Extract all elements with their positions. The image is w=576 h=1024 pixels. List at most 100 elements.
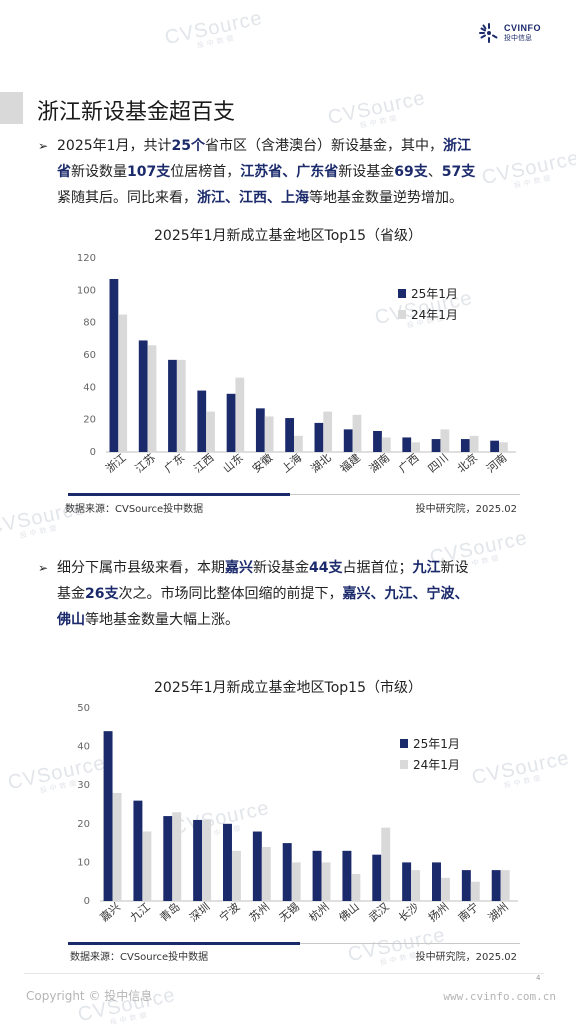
bar-current bbox=[168, 359, 177, 452]
legend-label: 24年1月 bbox=[413, 758, 460, 772]
bar-current bbox=[490, 440, 500, 452]
legend-label: 25年1月 bbox=[413, 737, 460, 751]
logo-brand: CVINFO bbox=[504, 23, 542, 33]
x-tick-label: 长沙 bbox=[396, 900, 421, 924]
bar-prior bbox=[469, 435, 479, 452]
legend-label: 24年1月 bbox=[411, 308, 458, 322]
x-tick-label: 广西 bbox=[396, 451, 421, 475]
bar-current bbox=[460, 439, 470, 452]
x-tick-label: 福建 bbox=[337, 451, 363, 476]
y-tick-label: 0 bbox=[84, 896, 90, 907]
website-link[interactable]: www.cvinfo.com.cn bbox=[443, 990, 556, 1003]
bar-current bbox=[285, 418, 295, 452]
bar-current bbox=[373, 430, 382, 452]
bar-current bbox=[343, 429, 353, 452]
bar-prior bbox=[264, 416, 274, 452]
x-tick-label: 佛山 bbox=[337, 900, 362, 924]
bar-prior bbox=[261, 846, 271, 901]
bar-current bbox=[138, 340, 148, 452]
legend-label: 25年1月 bbox=[411, 287, 458, 301]
x-tick-label: 北京 bbox=[454, 451, 480, 476]
bar-prior bbox=[231, 850, 241, 901]
bar-current bbox=[314, 422, 324, 452]
arrow-bullet-icon: ➢ bbox=[38, 139, 49, 153]
bar-prior bbox=[500, 870, 510, 901]
y-tick-label: 80 bbox=[83, 318, 96, 329]
summary-paragraph-1: ➢ 2025年1月，共计25个省市区（含港澳台）新设基金，其中，浙江 省新设数量… bbox=[38, 133, 527, 211]
x-tick-label: 广东 bbox=[162, 451, 187, 475]
y-tick-label: 60 bbox=[83, 350, 96, 361]
x-tick-label: 上海 bbox=[279, 451, 305, 476]
y-tick-label: 0 bbox=[90, 447, 96, 458]
bar-current bbox=[342, 850, 352, 901]
bar-current bbox=[491, 870, 501, 901]
x-tick-label: 武汉 bbox=[366, 900, 391, 924]
chart-title-province: 2025年1月新成立基金地区Top15（省级） bbox=[154, 228, 422, 244]
source-divider bbox=[68, 494, 520, 495]
bar-current bbox=[282, 843, 292, 901]
footer-divider bbox=[24, 973, 544, 974]
bar-current bbox=[402, 437, 412, 452]
source-accent-bar bbox=[68, 942, 300, 945]
x-tick-label: 苏州 bbox=[247, 900, 272, 924]
x-tick-label: 四川 bbox=[426, 451, 451, 475]
bar-current bbox=[223, 823, 232, 901]
y-tick-label: 20 bbox=[83, 415, 96, 426]
bar-current bbox=[193, 819, 203, 901]
bar-prior bbox=[172, 812, 182, 901]
bar-prior bbox=[147, 345, 157, 452]
x-tick-label: 九江 bbox=[128, 900, 153, 924]
bar-current bbox=[226, 393, 236, 452]
x-tick-label: 深圳 bbox=[187, 900, 212, 924]
page-number: 4 bbox=[536, 974, 541, 982]
bar-prior bbox=[499, 442, 508, 452]
logo-brand-cn: 投中信息 bbox=[504, 34, 532, 42]
legend-swatch bbox=[400, 760, 408, 769]
bar-prior bbox=[470, 881, 480, 901]
title-accent-bar bbox=[0, 92, 23, 124]
bar-current bbox=[133, 800, 143, 901]
bar-prior bbox=[176, 359, 186, 452]
x-tick-label: 湖南 bbox=[367, 451, 392, 475]
x-tick-label: 杭州 bbox=[306, 900, 332, 925]
bar-prior bbox=[411, 442, 420, 452]
y-tick-label: 40 bbox=[77, 742, 90, 753]
bar-prior bbox=[142, 831, 152, 901]
x-tick-label: 无锡 bbox=[276, 900, 302, 925]
bar-chart-province: 0 20 40 60 80 100 120 浙江 江苏 广东 江西 山东 安徽 上海 湖北 福建 湖南 广西 四川北… bbox=[77, 253, 516, 476]
legend-swatch bbox=[400, 739, 408, 748]
source-credit: 投中研究院，2025.02 bbox=[415, 952, 517, 963]
cvinfo-logo-icon bbox=[479, 23, 498, 43]
bar-current bbox=[312, 850, 322, 901]
x-tick-label: 南宁 bbox=[455, 900, 481, 925]
bar-current bbox=[372, 854, 382, 901]
bar-prior bbox=[351, 873, 361, 901]
bar-current bbox=[197, 390, 207, 452]
arrow-bullet-icon: ➢ bbox=[38, 561, 49, 575]
y-tick-label: 40 bbox=[83, 382, 96, 393]
y-tick-label: 100 bbox=[77, 285, 96, 296]
source-credit: 投中研究院，2025.02 bbox=[415, 504, 517, 515]
bar-current bbox=[252, 831, 262, 901]
legend-swatch bbox=[398, 310, 406, 319]
logo: CVINFO 投中信息 bbox=[478, 22, 541, 44]
x-tick-label: 安徽 bbox=[249, 451, 275, 476]
bar-prior bbox=[294, 435, 303, 452]
x-tick-label: 江西 bbox=[191, 451, 216, 475]
x-tick-label: 宁波 bbox=[216, 900, 242, 925]
y-tick-label: 50 bbox=[77, 703, 90, 714]
bar-prior bbox=[411, 870, 421, 901]
source-accent-bar bbox=[68, 493, 290, 496]
y-tick-label: 120 bbox=[77, 253, 96, 264]
summary-paragraph-2: ➢ 细分下属市县级来看，本期嘉兴新设基金44支占据首位；九江新设 基金26支次之… bbox=[38, 555, 527, 633]
y-tick-label: 10 bbox=[77, 857, 90, 868]
page-title: 浙江新设基金超百支 bbox=[37, 100, 236, 125]
bar-current bbox=[432, 862, 441, 901]
bar-prior bbox=[112, 792, 122, 901]
bar-current bbox=[431, 439, 441, 452]
source-note: 数据来源：CVSource投中数据 bbox=[65, 504, 204, 515]
bar-prior bbox=[381, 827, 391, 901]
x-tick-label: 浙江 bbox=[103, 451, 128, 475]
x-tick-label: 湖州 bbox=[486, 900, 511, 924]
